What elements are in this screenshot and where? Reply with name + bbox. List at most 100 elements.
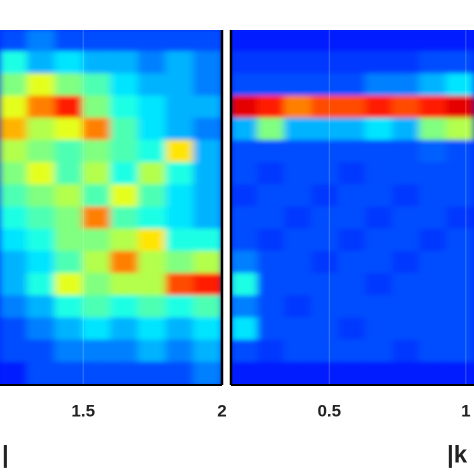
heatmap-cell bbox=[365, 295, 394, 320]
heatmap-cell bbox=[137, 228, 168, 253]
heatmap-cell bbox=[110, 73, 140, 98]
heatmap-cell bbox=[365, 250, 394, 276]
x-axis-label: |k bbox=[447, 441, 468, 468]
heatmap-cell bbox=[446, 184, 474, 209]
heatmap-cell bbox=[165, 273, 196, 298]
heatmap-cell bbox=[82, 30, 112, 54]
heatmap-cell bbox=[54, 339, 85, 364]
heatmap-cell bbox=[284, 273, 313, 298]
heatmap-cell bbox=[82, 117, 112, 142]
heatmap-cell bbox=[110, 228, 140, 253]
heatmap-cell bbox=[165, 339, 196, 364]
heatmap-cell bbox=[0, 139, 29, 165]
heatmap-cell bbox=[338, 228, 367, 253]
heatmap-cell bbox=[26, 184, 57, 209]
heatmap-cell bbox=[54, 228, 85, 253]
heatmap-cell bbox=[0, 361, 29, 385]
heatmap-cell bbox=[446, 206, 474, 231]
heatmap-cell bbox=[284, 317, 313, 342]
heatmap-cell bbox=[0, 273, 29, 298]
heatmap-cell bbox=[284, 228, 313, 253]
heatmap-cell bbox=[137, 295, 168, 320]
heatmap bbox=[231, 30, 474, 385]
heatmap-cell bbox=[110, 139, 140, 165]
heatmap-cell bbox=[110, 361, 140, 385]
heatmap-cell bbox=[82, 51, 112, 76]
x-tick-label: 1 bbox=[461, 401, 470, 420]
heatmap-cell bbox=[193, 30, 222, 54]
heatmap-cell bbox=[54, 73, 85, 98]
heatmap-cell bbox=[110, 30, 140, 54]
heatmap-cell bbox=[257, 184, 286, 209]
heatmap-cell bbox=[257, 339, 286, 364]
heatmap-cell bbox=[257, 73, 286, 98]
heatmap-cell bbox=[419, 361, 448, 385]
heatmap-cell bbox=[137, 139, 168, 165]
heatmap-cell bbox=[311, 162, 340, 187]
heatmap-cell bbox=[165, 73, 196, 98]
heatmap-cell bbox=[26, 139, 57, 165]
heatmap-cell bbox=[231, 206, 259, 231]
heatmap-cell bbox=[446, 139, 474, 165]
heatmap-cell bbox=[231, 184, 259, 209]
heatmap-cell bbox=[231, 317, 259, 342]
heatmap-cell bbox=[110, 184, 140, 209]
heatmap-cell bbox=[26, 361, 57, 385]
heatmap-cell bbox=[392, 95, 421, 120]
heatmap-cell bbox=[137, 162, 168, 187]
heatmap-cell bbox=[338, 139, 367, 165]
heatmap-cell bbox=[311, 51, 340, 76]
heatmap-cell bbox=[311, 95, 340, 120]
heatmap-cell bbox=[0, 117, 29, 142]
heatmap-cell bbox=[193, 184, 222, 209]
heatmap-cell bbox=[365, 139, 394, 165]
heatmap-cell bbox=[338, 73, 367, 98]
heatmap-cell bbox=[338, 339, 367, 364]
heatmap-cell bbox=[419, 273, 448, 298]
heatmap-cell bbox=[193, 73, 222, 98]
heatmap-cell bbox=[338, 206, 367, 231]
heatmap-cell bbox=[231, 361, 259, 385]
heatmap-cell bbox=[392, 361, 421, 385]
heatmap-cell bbox=[26, 30, 57, 54]
heatmap-cell bbox=[231, 339, 259, 364]
heatmap-cell bbox=[231, 250, 259, 276]
heatmap-cell bbox=[26, 273, 57, 298]
heatmap-cell bbox=[26, 162, 57, 187]
heatmap-cell bbox=[446, 273, 474, 298]
heatmap-cell bbox=[231, 117, 259, 142]
heatmap-cell bbox=[446, 339, 474, 364]
heatmap-cell bbox=[110, 273, 140, 298]
heatmap-cell bbox=[54, 206, 85, 231]
heatmap-cell bbox=[419, 250, 448, 276]
heatmap-cell bbox=[392, 117, 421, 142]
heatmap-clip bbox=[231, 30, 474, 385]
heatmap-cell bbox=[82, 273, 112, 298]
heatmap-cell bbox=[54, 139, 85, 165]
x-tick-label: 1.5 bbox=[71, 401, 95, 420]
heatmap-cell bbox=[284, 206, 313, 231]
heatmap-cell bbox=[0, 339, 29, 364]
heatmap-cell bbox=[0, 51, 29, 76]
heatmap-cell bbox=[257, 206, 286, 231]
heatmap-cell bbox=[82, 361, 112, 385]
heatmap-cell bbox=[365, 184, 394, 209]
heatmap-cell bbox=[365, 361, 394, 385]
heatmap-cell bbox=[284, 139, 313, 165]
heatmap-cell bbox=[338, 30, 367, 54]
heatmap-cell bbox=[284, 117, 313, 142]
heatmap-cell bbox=[137, 339, 168, 364]
heatmap-cell bbox=[419, 95, 448, 120]
heatmap-cell bbox=[26, 95, 57, 120]
heatmap-cell bbox=[26, 295, 57, 320]
heatmap-cell bbox=[110, 317, 140, 342]
heatmap-cell bbox=[193, 250, 222, 276]
heatmap-cell bbox=[311, 228, 340, 253]
heatmap-cell bbox=[0, 228, 29, 253]
heatmap-cell bbox=[419, 73, 448, 98]
heatmap-cell bbox=[165, 206, 196, 231]
heatmap-cell bbox=[284, 30, 313, 54]
heatmap-cell bbox=[110, 295, 140, 320]
heatmap-cell bbox=[257, 51, 286, 76]
